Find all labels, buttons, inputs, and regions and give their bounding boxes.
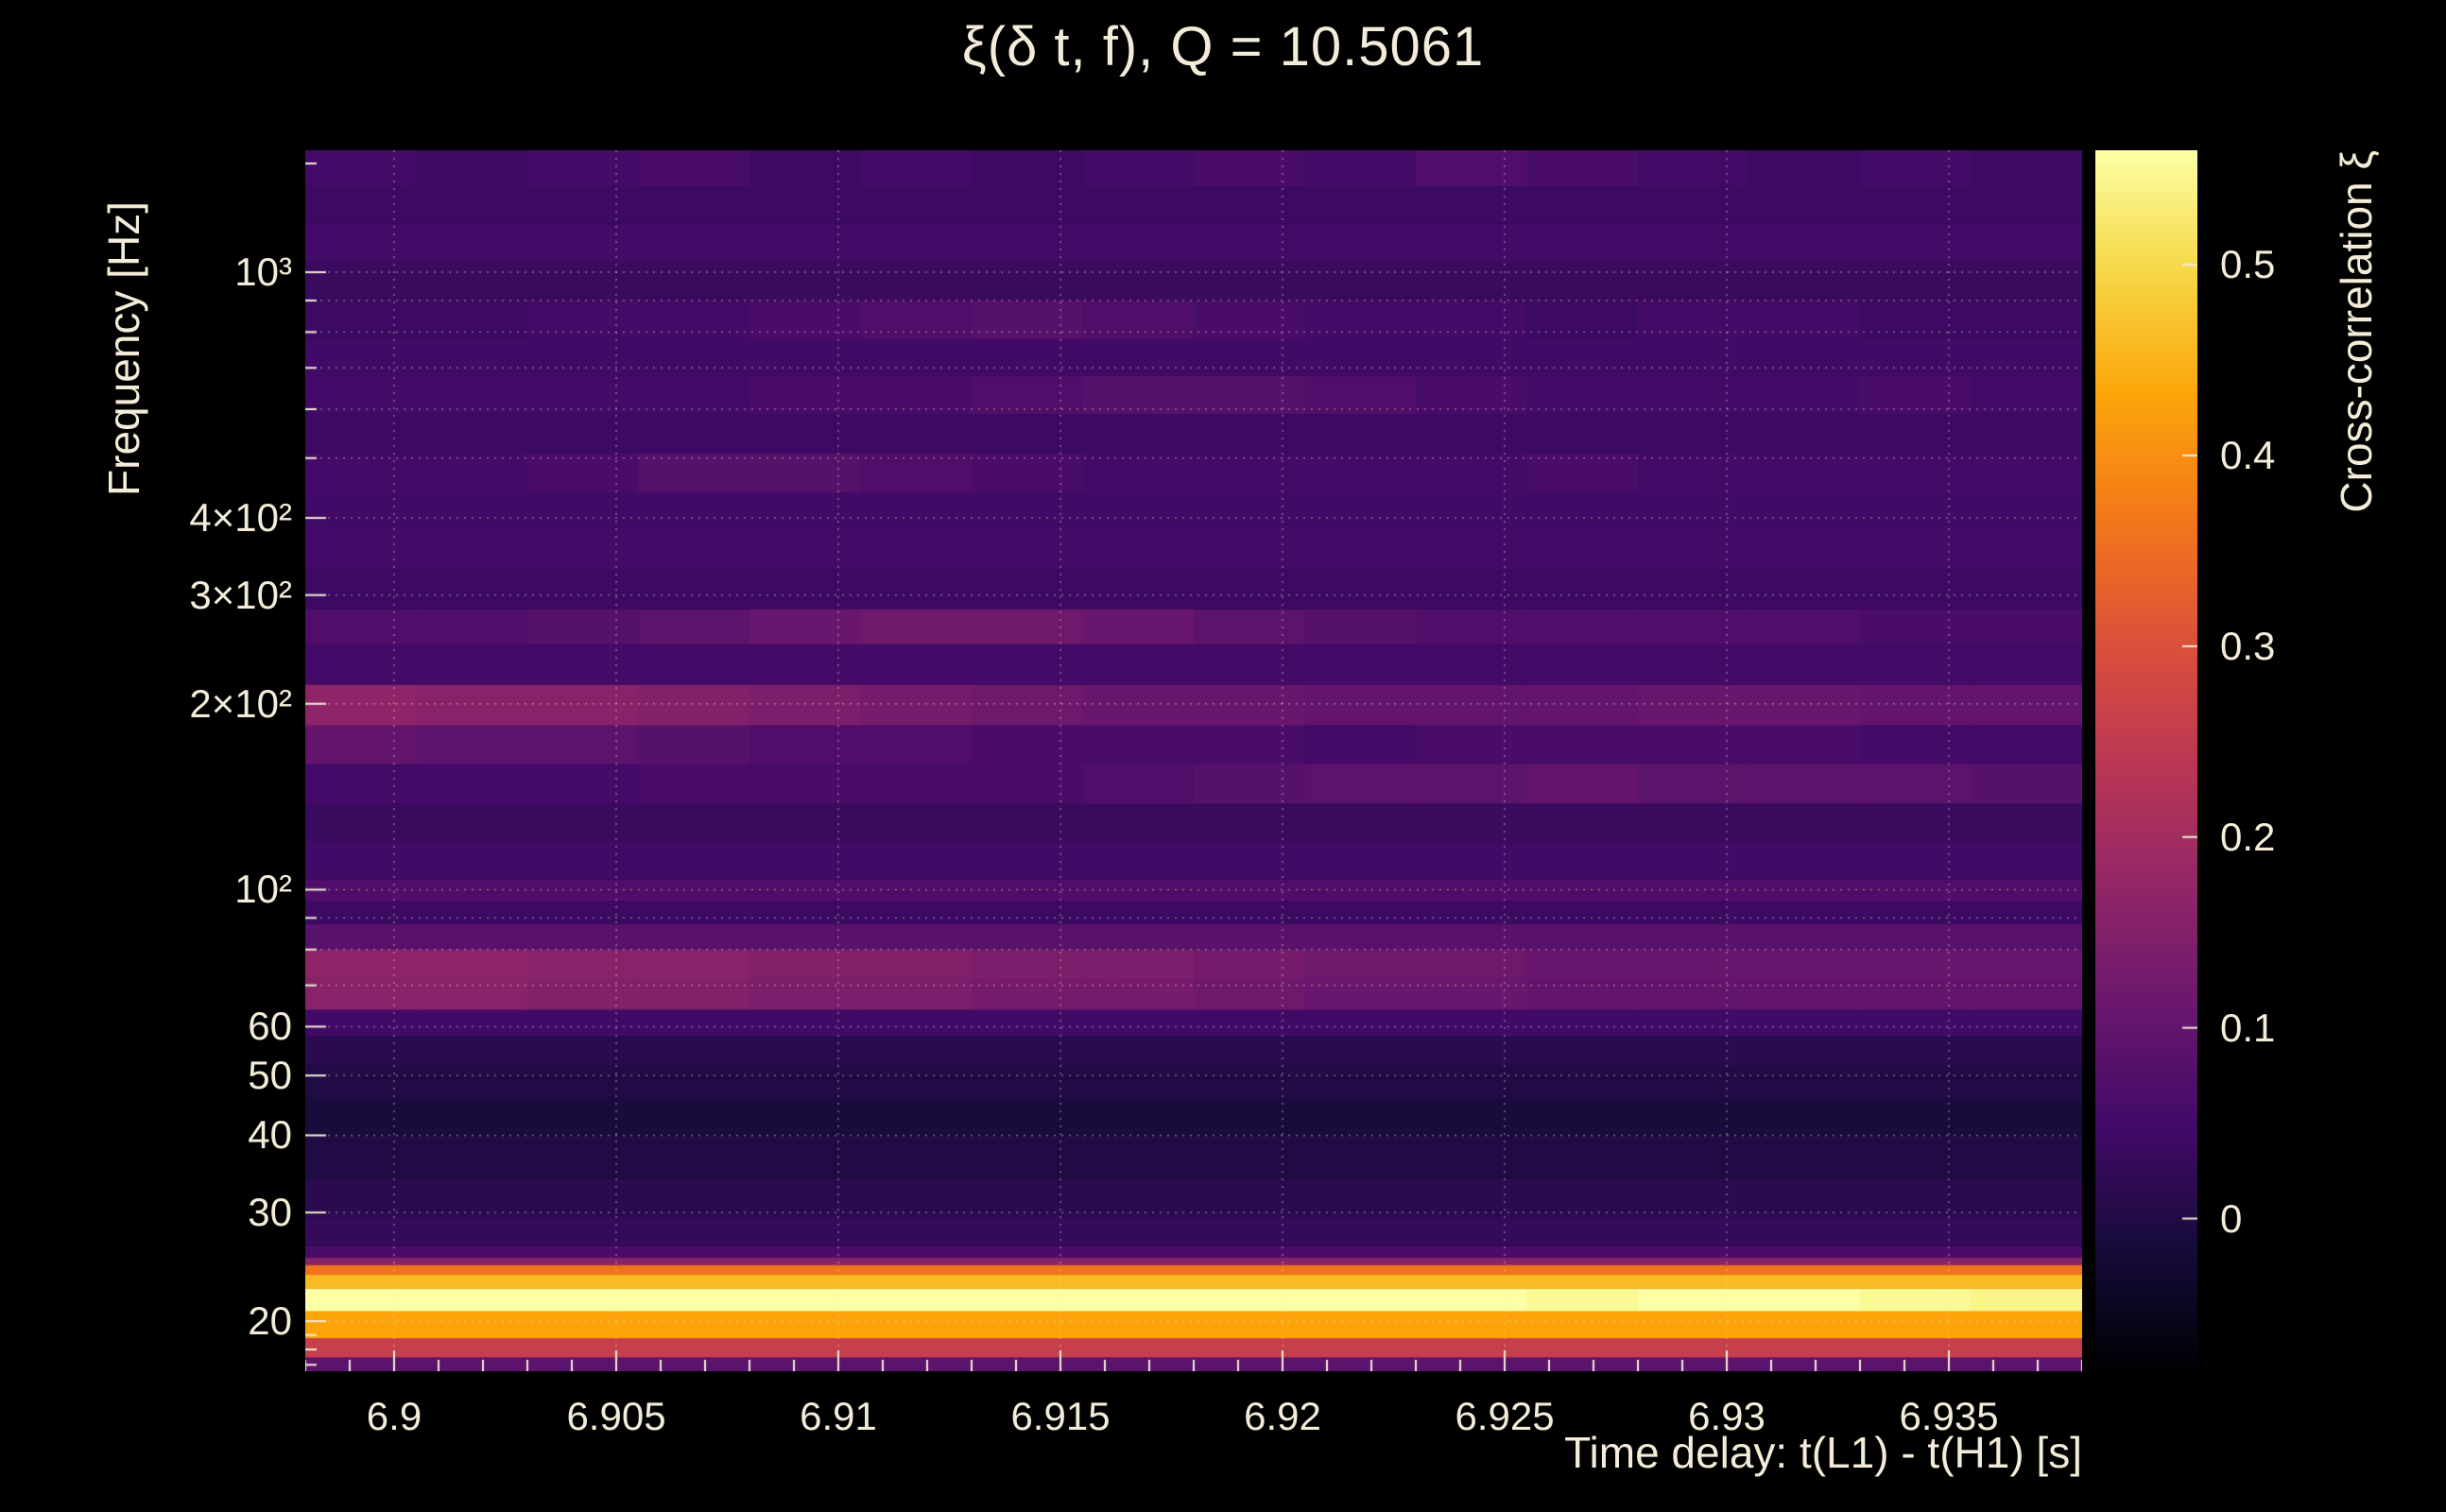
y-tick-label: 4×10² [189, 495, 292, 541]
y-tick-label: 2×10² [189, 680, 292, 726]
colorbar-tick-label: 0.1 [2220, 1005, 2276, 1050]
colorbar-tick-label: 0.2 [2220, 814, 2276, 859]
x-tick-label: 6.93 [1688, 1394, 1766, 1438]
x-tick-label: 6.9 [366, 1394, 422, 1438]
y-tick-label: 60 [248, 1004, 292, 1049]
x-tick-label: 6.91 [800, 1394, 877, 1438]
colorbar-tick-label: 0.3 [2220, 623, 2276, 668]
y-axis-title: Frequency [Hz] [99, 201, 148, 496]
y-tick-label: 50 [248, 1053, 292, 1098]
x-tick-label: 6.925 [1455, 1394, 1555, 1438]
y-tick-label: 30 [248, 1190, 292, 1235]
colorbar-tick-label: 0 [2220, 1195, 2243, 1241]
colorbar [2095, 150, 2197, 1371]
x-axis-title: Time delay: t(L1) - t(H1) [s] [1564, 1428, 2082, 1477]
x-tick-label: 6.905 [566, 1394, 666, 1438]
heatmap-plot [305, 150, 2082, 1371]
colorbar-tick-label: 0.5 [2220, 242, 2276, 287]
y-tick-label: 10³ [234, 249, 292, 295]
chart-title: ξ(δ t, f), Q = 10.5061 [961, 16, 1485, 77]
y-tick-label: 40 [248, 1112, 292, 1158]
x-tick-label: 6.915 [1010, 1394, 1111, 1438]
colorbar-title: Cross-correlation ξ [2332, 150, 2381, 513]
x-tick-label: 6.935 [1899, 1394, 1999, 1438]
colorbar-tick-label: 0.4 [2220, 433, 2276, 477]
y-tick-label: 20 [248, 1298, 292, 1344]
y-tick-label: 10² [234, 867, 292, 912]
x-tick-label: 6.92 [1244, 1394, 1321, 1438]
y-tick-label: 3×10² [189, 572, 292, 617]
